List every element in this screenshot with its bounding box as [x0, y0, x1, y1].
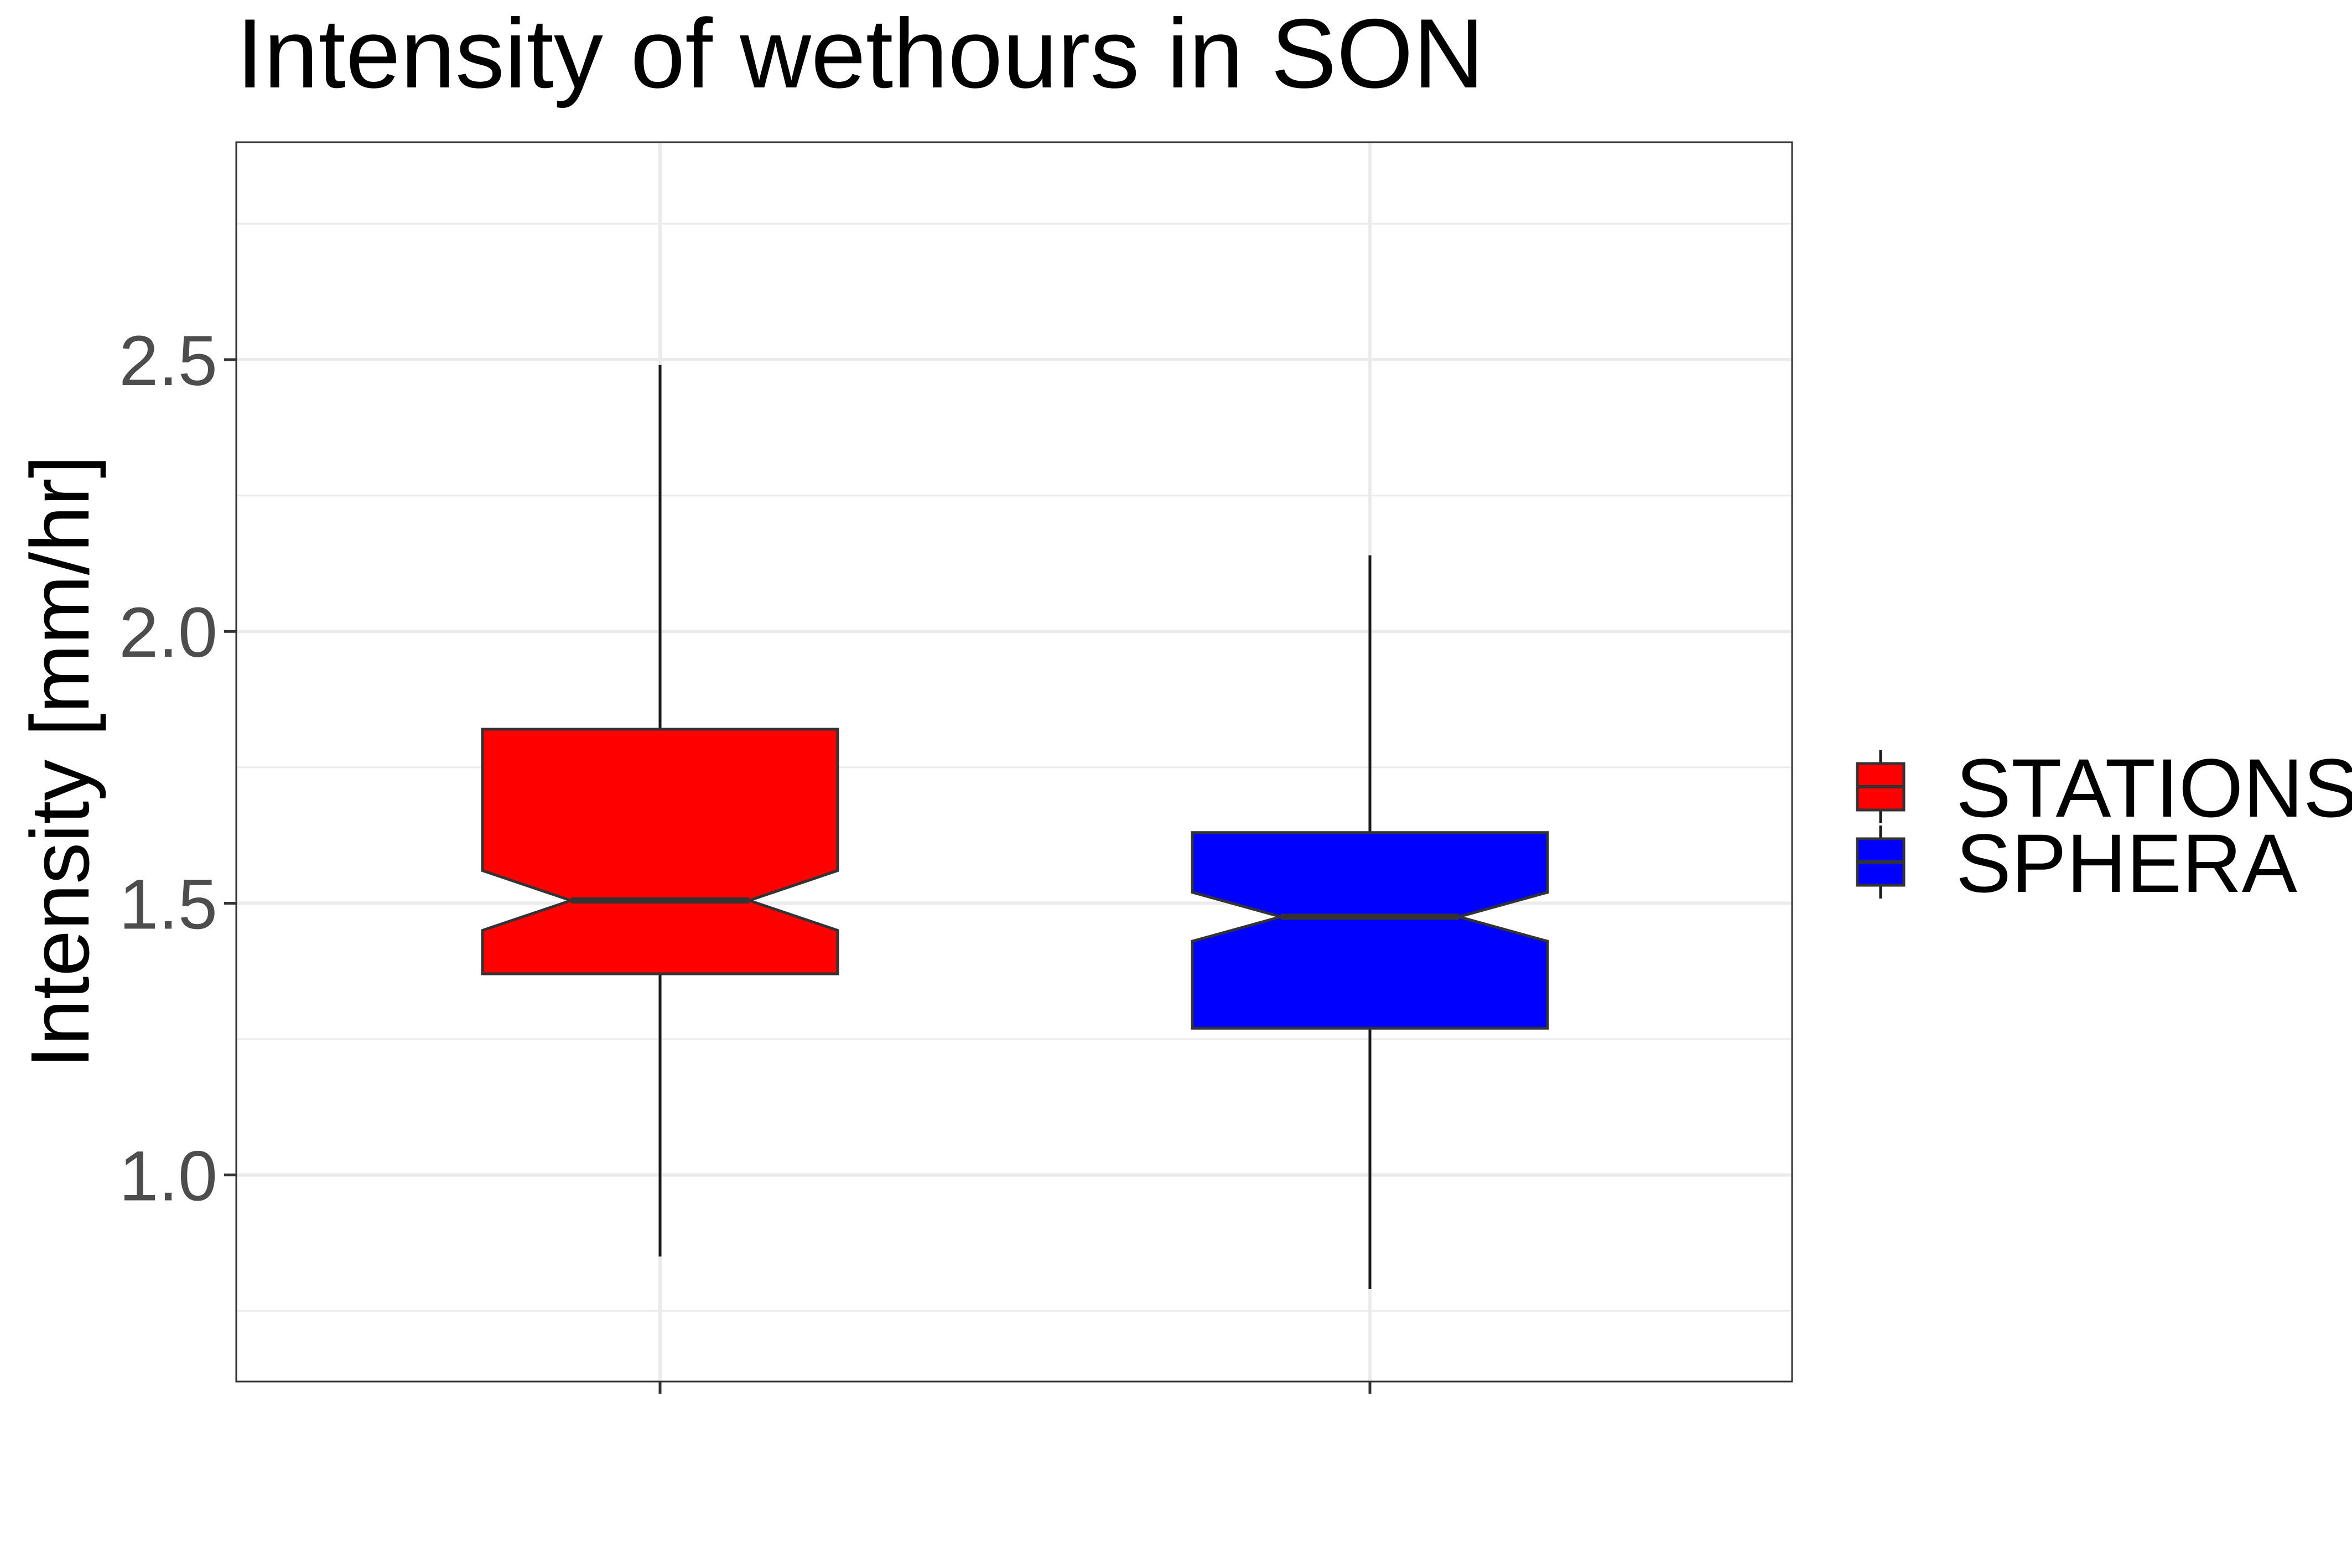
- y-tick-label: 2.5: [119, 321, 217, 401]
- notched-box: [1191, 831, 1549, 1030]
- notched-box: [481, 728, 839, 975]
- legend-label: STATIONS: [1956, 741, 2352, 834]
- y-tick-label: 1.0: [119, 1137, 217, 1216]
- box-layer: [481, 365, 1549, 1289]
- y-tick-label: 1.5: [119, 865, 217, 944]
- y-tick-label: 2.0: [119, 593, 217, 672]
- legend-label: SPHERA: [1956, 817, 2297, 910]
- y-axis-title: Intensity [mm/hr]: [13, 455, 106, 1069]
- grid-layer: [236, 142, 1792, 1382]
- chart-title: Intensity of wethours in SON: [236, 0, 1484, 108]
- panel-border: [235, 141, 1793, 1383]
- axis-layer: 1.0 1.5 2.0 2.5: [119, 321, 1372, 1394]
